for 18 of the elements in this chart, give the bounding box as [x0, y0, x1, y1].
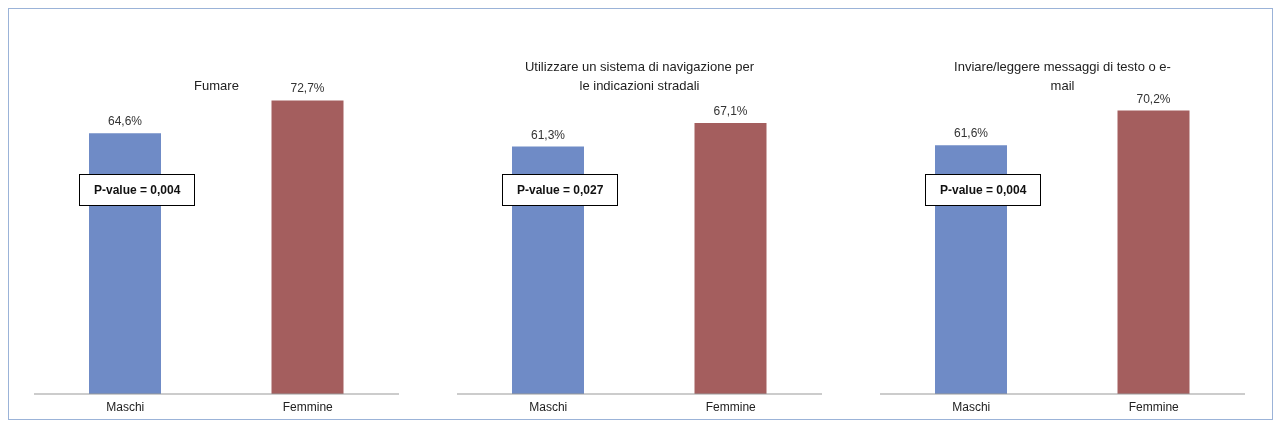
chart-title: Inviare/leggere messaggi di testo o e-mail [954, 59, 1171, 93]
data-label: 61,6% [953, 126, 989, 141]
x-tick-label: Maschi [952, 399, 991, 414]
annotation: P-value = 0,004 [925, 174, 1042, 206]
x-tick-label: Femmine [705, 399, 757, 414]
data-label: 70,2% [1136, 91, 1171, 106]
annotation: P-value = 0,027 [502, 174, 619, 206]
x-tick-label: Maschi [529, 399, 568, 414]
x-tick-label: Femmine [1128, 399, 1180, 414]
annotation: P-value = 0,004 [79, 174, 196, 206]
x-tick-label: Maschi [106, 399, 145, 414]
data-label: 61,3% [530, 127, 566, 142]
data-label: 64,6% [107, 114, 143, 129]
data-label: 72,7% [290, 81, 325, 96]
data-label: 67,1% [713, 104, 748, 119]
chart-title: Fumare [194, 78, 239, 93]
chart-title: Utilizzare un sistema di navigazione per le indicazioni stradali [524, 58, 755, 95]
x-tick-label: Femmine [282, 399, 334, 414]
